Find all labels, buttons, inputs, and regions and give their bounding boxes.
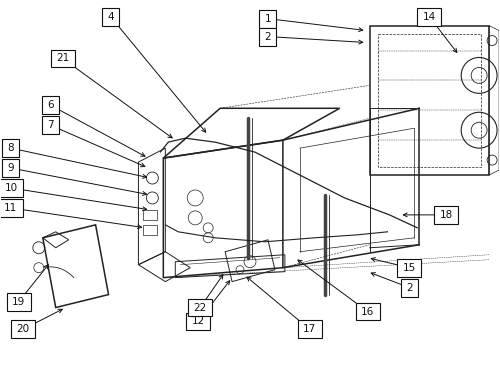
FancyBboxPatch shape [51, 50, 74, 67]
Bar [144, 225, 158, 235]
Text: 12: 12 [192, 316, 205, 326]
Text: 17: 17 [303, 325, 316, 335]
Text: 6: 6 [48, 100, 54, 110]
Text: 7: 7 [48, 120, 54, 130]
Bar [144, 210, 158, 220]
FancyBboxPatch shape [42, 96, 59, 114]
Text: 1: 1 [264, 14, 271, 24]
Text: 19: 19 [12, 297, 26, 307]
FancyBboxPatch shape [0, 179, 23, 197]
Text: 8: 8 [8, 143, 14, 153]
FancyBboxPatch shape [260, 10, 276, 28]
FancyBboxPatch shape [418, 8, 442, 26]
FancyBboxPatch shape [2, 139, 20, 157]
FancyBboxPatch shape [186, 312, 210, 330]
Text: 10: 10 [4, 183, 18, 193]
Text: 2: 2 [406, 283, 412, 293]
Text: 16: 16 [361, 307, 374, 316]
Text: 22: 22 [194, 302, 207, 312]
Text: 9: 9 [8, 163, 14, 173]
FancyBboxPatch shape [0, 199, 23, 217]
Text: 11: 11 [4, 203, 18, 213]
FancyBboxPatch shape [188, 298, 212, 316]
FancyBboxPatch shape [260, 28, 276, 46]
Text: 15: 15 [403, 263, 416, 273]
Text: 2: 2 [264, 32, 271, 42]
FancyBboxPatch shape [2, 159, 20, 177]
FancyBboxPatch shape [398, 259, 421, 277]
FancyBboxPatch shape [42, 116, 59, 134]
Text: 20: 20 [16, 325, 30, 335]
FancyBboxPatch shape [11, 321, 35, 339]
FancyBboxPatch shape [434, 206, 458, 224]
FancyBboxPatch shape [102, 8, 119, 26]
FancyBboxPatch shape [298, 321, 322, 339]
Text: 21: 21 [56, 53, 70, 63]
FancyBboxPatch shape [7, 293, 31, 311]
FancyBboxPatch shape [401, 279, 418, 297]
Text: 18: 18 [440, 210, 453, 220]
Text: 4: 4 [107, 12, 114, 22]
FancyBboxPatch shape [356, 302, 380, 321]
Text: 14: 14 [422, 12, 436, 22]
